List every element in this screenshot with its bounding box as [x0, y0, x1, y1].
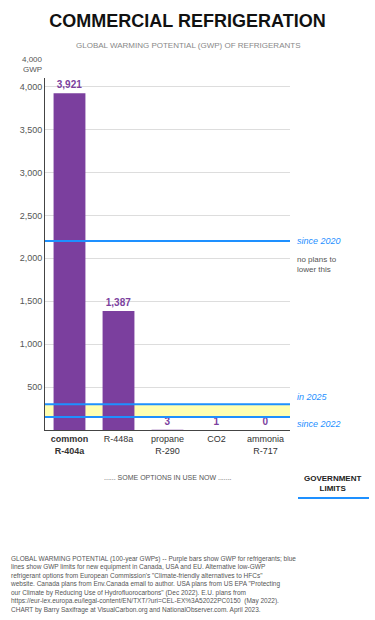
svg-text:3,921: 3,921 — [57, 79, 82, 90]
svg-text:3,000: 3,000 — [20, 168, 43, 178]
svg-text:R-448a: R-448a — [104, 434, 134, 444]
svg-text:1,500: 1,500 — [20, 296, 43, 306]
svg-text:COMMERCIAL REFRIGERATION: COMMERCIAL REFRIGERATION — [49, 11, 325, 31]
svg-text:since 2022: since 2022 — [297, 419, 341, 429]
svg-text:ammoniaR-717: ammoniaR-717 — [247, 434, 284, 456]
svg-text:500: 500 — [27, 382, 42, 392]
svg-text:1: 1 — [214, 416, 220, 427]
svg-text:2,500: 2,500 — [20, 211, 43, 221]
svg-text:...... SOME OPTIONS IN USE NOW: ...... SOME OPTIONS IN USE NOW ....... — [104, 474, 232, 481]
svg-text:commonR-404a: commonR-404a — [51, 434, 89, 456]
svg-text:CO2: CO2 — [207, 434, 226, 444]
svg-text:in 2025: in 2025 — [297, 392, 328, 402]
svg-text:3: 3 — [165, 416, 171, 427]
svg-text:propaneR-290: propaneR-290 — [151, 434, 184, 456]
svg-text:GOVERNMENTLIMITS: GOVERNMENTLIMITS — [304, 474, 361, 493]
svg-text:since 2020: since 2020 — [297, 236, 341, 246]
svg-text:1,000: 1,000 — [20, 339, 43, 349]
svg-text:3,500: 3,500 — [20, 125, 43, 135]
svg-text:2,000: 2,000 — [20, 253, 43, 263]
svg-text:no plans tolower this: no plans tolower this — [297, 255, 337, 274]
svg-text:0: 0 — [263, 416, 269, 427]
svg-text:4,000: 4,000 — [20, 82, 43, 92]
svg-text:GLOBAL WARMING POTENTIAL (GWP): GLOBAL WARMING POTENTIAL (GWP) OF REFRIG… — [76, 41, 300, 50]
svg-text:GLOBAL WARMING POTENTIAL (100-: GLOBAL WARMING POTENTIAL (100-year GWPs)… — [10, 555, 296, 614]
svg-text:1,387: 1,387 — [106, 297, 131, 308]
svg-text:4,000GWP: 4,000GWP — [22, 55, 43, 74]
